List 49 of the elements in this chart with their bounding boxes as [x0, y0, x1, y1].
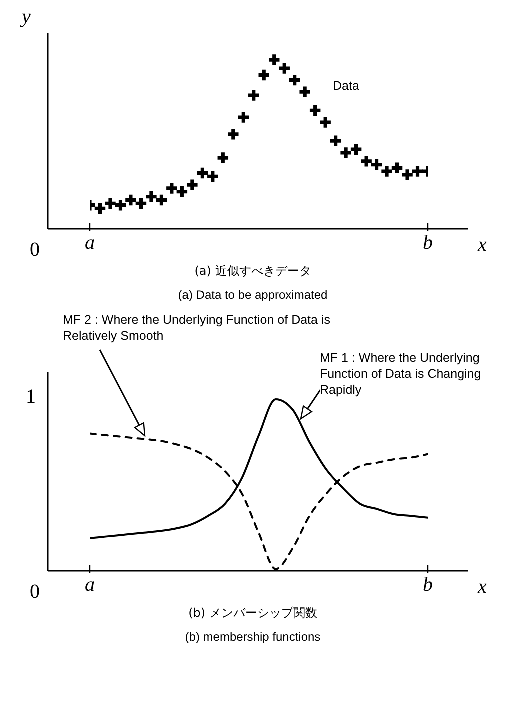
- point: [218, 152, 229, 164]
- point: [340, 148, 352, 158]
- point: [350, 144, 362, 155]
- point: [330, 136, 342, 147]
- text: (a) 近似すべきデータ: [194, 263, 312, 280]
- point: [320, 117, 331, 128]
- point: [146, 192, 157, 202]
- x-axis-title: x: [477, 234, 487, 256]
- point: [94, 203, 106, 214]
- x-tick-label: b: [423, 232, 433, 254]
- point: [208, 171, 218, 182]
- y-axis-title: y: [22, 6, 31, 29]
- point: [268, 54, 280, 66]
- text: (a) Data to be approximated: [177, 288, 329, 302]
- x-tick-label: a: [85, 232, 95, 254]
- point: [279, 63, 290, 74]
- point: [126, 194, 136, 206]
- point: [228, 129, 239, 140]
- text: 0: [30, 581, 40, 603]
- point: [248, 90, 260, 101]
- point: [258, 70, 270, 81]
- point: [197, 168, 208, 179]
- point: [300, 86, 310, 98]
- point: [371, 159, 382, 170]
- point: [392, 162, 403, 174]
- point: [136, 198, 147, 210]
- text: (b) membership functions: [184, 630, 322, 644]
- text: MF 1 : Where the Underlying Function of Data is Changing Rapidly: [320, 350, 496, 398]
- x-axis-title: x: [477, 576, 487, 598]
- text: MF 2 : Where the Underlying Function of Data is Relatively Smooth: [63, 312, 383, 344]
- annotation: Data: [333, 78, 360, 94]
- point: [310, 105, 321, 116]
- text: 0: [30, 239, 40, 261]
- point: [105, 198, 116, 210]
- point: [166, 183, 178, 194]
- point: [402, 170, 413, 180]
- point: [156, 194, 168, 206]
- point: [361, 156, 372, 167]
- text: (b) メンバーシップ関数: [188, 605, 318, 622]
- point: [238, 112, 250, 123]
- x-tick-label: b: [423, 574, 433, 596]
- point: [187, 180, 198, 190]
- text: 1: [26, 386, 36, 408]
- point: [382, 166, 392, 177]
- x-tick-label: a: [85, 574, 95, 596]
- point: [412, 166, 424, 177]
- point: [289, 74, 300, 86]
- point: [115, 200, 126, 211]
- point: [176, 186, 188, 198]
